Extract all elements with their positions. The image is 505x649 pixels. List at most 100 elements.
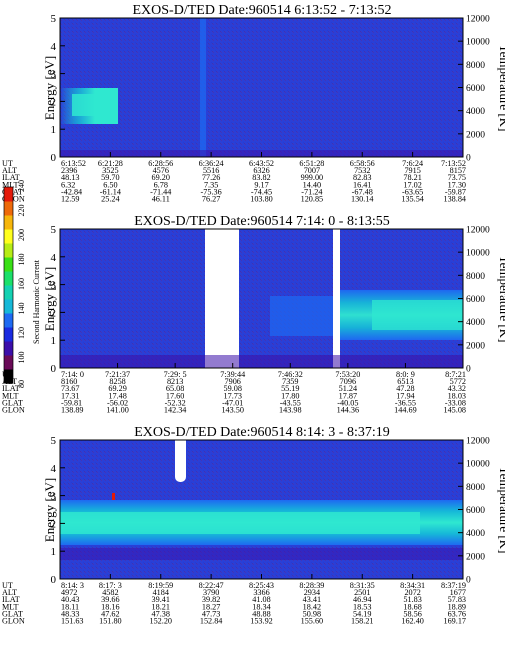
panel-2-info-cell: 17.60 bbox=[166, 391, 184, 400]
colorbar-segment bbox=[4, 313, 13, 328]
panel-3-info-cell: 151.63 bbox=[61, 617, 84, 626]
colorbar-segment bbox=[4, 355, 13, 370]
panel-3-row-label: UT bbox=[2, 581, 13, 590]
panel-1-row-label: GLON bbox=[2, 195, 25, 204]
panel-1-y2tick-label: 6000 bbox=[466, 84, 485, 94]
panel-3-info-cell: 152.84 bbox=[200, 617, 223, 626]
panel-2-row-label: ILAT bbox=[2, 384, 20, 393]
panel-1-info-cell: 6:51:28 bbox=[299, 159, 324, 168]
panel-2-y2-axis-title: Temperature [K] bbox=[497, 256, 505, 343]
panel-3-info-cell: 2501 bbox=[354, 588, 370, 597]
panel-1-info-cell: 16.41 bbox=[353, 180, 371, 189]
panel-1-ytick-label: 5 bbox=[51, 13, 57, 25]
panel-3-row-label: MLT bbox=[2, 602, 19, 611]
panel-2-info-cell: -56.02 bbox=[107, 398, 128, 407]
panel-3-info-cell: 47.38 bbox=[152, 609, 170, 618]
colorbar-tick-label: 200 bbox=[17, 229, 26, 241]
panel-1-info-cell: 135.54 bbox=[401, 195, 424, 204]
panel-2-ytick-label: 0 bbox=[51, 363, 57, 375]
colorbar-tick-label: 80 bbox=[17, 380, 26, 388]
panel-1-y2-axis-title: Temperature [K] bbox=[497, 45, 505, 132]
panel-2-info-cell: 8:7:21 bbox=[445, 370, 466, 379]
panel-3-ytick-label: 5 bbox=[51, 435, 57, 447]
panel-1-info-cell: 3525 bbox=[102, 166, 118, 175]
panel-1-info-cell: 78.21 bbox=[403, 173, 421, 182]
panel-1-info-cell: 7:6:24 bbox=[402, 159, 423, 168]
heatmap-image-1 bbox=[60, 18, 463, 157]
panel-2-info-cell: 47.28 bbox=[396, 384, 414, 393]
panel-1-info-cell: 48.13 bbox=[61, 173, 79, 182]
colorbar: 240 220 200 180 160 140 120 100 80 Second Harmon… bbox=[3, 180, 41, 388]
panel-2-y2tick-label: 10000 bbox=[466, 249, 490, 259]
panel-3-info-cell: 8:25:43 bbox=[249, 581, 274, 590]
panel-1-info-cell: 8157 bbox=[450, 166, 466, 175]
colorbar-segment bbox=[4, 341, 13, 356]
panel-1-info-cell: 120.85 bbox=[301, 195, 324, 204]
panel-3-info-cell: 8:31:35 bbox=[350, 581, 375, 590]
panel-2-info-cell: 142.34 bbox=[164, 406, 187, 415]
panel-2-y2tick-label: 6000 bbox=[466, 295, 485, 305]
panel-3-info-cell: 18.21 bbox=[152, 602, 170, 611]
colorbar-tick-label: 180 bbox=[17, 254, 26, 266]
panel-2-ytick-label: 2 bbox=[51, 307, 57, 319]
panel-1-info-cell: 7532 bbox=[354, 166, 370, 175]
panel-3-info-cell: 153.92 bbox=[250, 617, 273, 626]
panel-1-info-cell: 6.78 bbox=[154, 180, 168, 189]
panel-2-info-cell: 17.94 bbox=[396, 391, 414, 400]
panel-1-info-cell: 130.14 bbox=[351, 195, 374, 204]
panel-1-info-cell: 5516 bbox=[203, 166, 219, 175]
panel-1-ytick-label: 3 bbox=[51, 69, 57, 81]
panel-2-title: EXOS-D/TED Date:960514 7:14: 0 - 8:13:55 bbox=[134, 214, 389, 229]
panel-3-y2tick-label: 12000 bbox=[466, 437, 490, 447]
panel-1-info-cell: 4576 bbox=[153, 166, 169, 175]
panel-1-info-cell: 76.27 bbox=[202, 195, 220, 204]
panel-2-info-cell: 144.36 bbox=[337, 406, 360, 415]
panel-2-y2tick-label: 2000 bbox=[466, 341, 485, 351]
panel-3-y2-axis-title: Temperature [K] bbox=[497, 467, 505, 554]
panel-1-y2tick-label: 8000 bbox=[466, 61, 485, 71]
panel-2-info-cell: 7:53:20 bbox=[335, 370, 360, 379]
panel-1-info-cell: 6:21:28 bbox=[98, 159, 123, 168]
panel-3-info-cell: 8:22:47 bbox=[199, 581, 224, 590]
panel-1-info-cell: 6:28:56 bbox=[148, 159, 173, 168]
panel-1-ytick-label: 1 bbox=[51, 124, 57, 136]
panel-3-info-cell: 3790 bbox=[203, 588, 219, 597]
panel-1-y2tick-label: 4000 bbox=[466, 107, 485, 117]
panel-2-info-cell: -33.08 bbox=[445, 398, 466, 407]
panel-3-info-cell: 39.66 bbox=[101, 595, 119, 604]
colorbar-segment bbox=[4, 271, 13, 286]
panel-1-y2tick-label: 12000 bbox=[466, 15, 490, 25]
panel-2-info-cell: 8:0: 9 bbox=[396, 370, 415, 379]
panel-1-info-cell: 69.20 bbox=[152, 173, 170, 182]
panel-3-y2tick-label: 10000 bbox=[466, 460, 490, 470]
colorbar-segment bbox=[4, 215, 13, 230]
panel-1-info-cell: -75.36 bbox=[201, 187, 222, 196]
panel-2-info-cell: 59.08 bbox=[224, 384, 242, 393]
colorbar-segment bbox=[4, 243, 13, 258]
panel-1-y2tick-label: 10000 bbox=[466, 38, 490, 48]
panel-3-info-cell: 54.19 bbox=[353, 609, 371, 618]
panel-1-info-cell: 73.75 bbox=[448, 173, 466, 182]
panel-2-info-cell: 8258 bbox=[109, 377, 125, 386]
panel-3-info-cell: 57.83 bbox=[448, 595, 466, 604]
panel-2-info-cell: -36.55 bbox=[395, 398, 416, 407]
panel-1-ytick-label: 2 bbox=[51, 96, 57, 108]
panel-2-info-cell: 7906 bbox=[225, 377, 241, 386]
panel-3-info-cell: 18.16 bbox=[101, 602, 119, 611]
panel-1-info-cell: 138.84 bbox=[443, 195, 466, 204]
panel-3-info-cell: 158.21 bbox=[351, 617, 374, 626]
panel-1-info-cell: 6.50 bbox=[103, 180, 117, 189]
panel-1-info-cell: -71.24 bbox=[301, 187, 322, 196]
panel-2-info-cell: 7:39:44 bbox=[220, 370, 245, 379]
panel-1-info-cell: 9.17 bbox=[254, 180, 268, 189]
heatmap-image-2 bbox=[60, 229, 463, 368]
panel-1-orbit-info: UTALTILATMLTGLATGLON6:13:52239648.136.32… bbox=[2, 152, 466, 204]
panel-1-info-cell: 7.35 bbox=[204, 180, 218, 189]
colorbar-segment bbox=[4, 299, 13, 314]
panel-2-info-cell: -59.81 bbox=[61, 398, 82, 407]
panel-3-info-cell: 18.11 bbox=[61, 602, 79, 611]
colorbar-title: Second Harmonic Current bbox=[32, 259, 41, 344]
panel-2-info-cell: 6513 bbox=[397, 377, 413, 386]
panel-3-info-cell: 152.20 bbox=[149, 617, 172, 626]
panel-2-info-cell: 55.19 bbox=[281, 384, 299, 393]
